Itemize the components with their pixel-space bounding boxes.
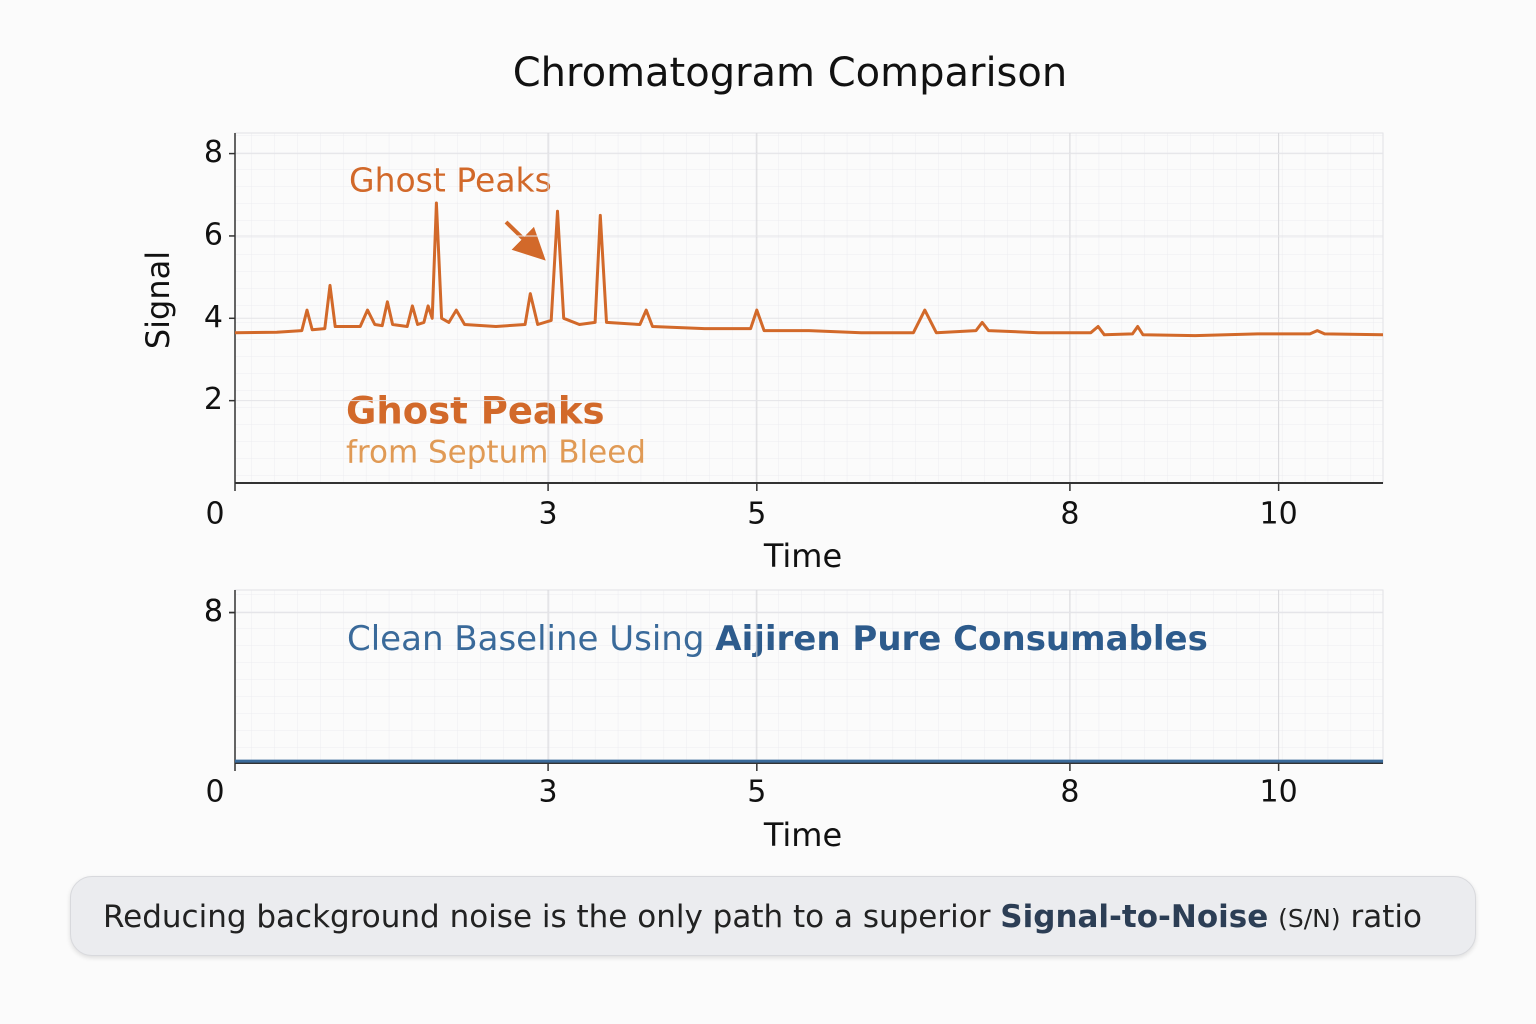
y-tick-label: 6 (204, 217, 223, 252)
footer-banner: Reducing background noise is the only pa… (70, 876, 1476, 956)
annotation: from Septum Bleed (346, 435, 646, 471)
x-tick-label: 10 (1260, 497, 1298, 532)
y-tick-label: 8 (204, 594, 223, 629)
series-line (234, 201, 1384, 338)
x-axis-label: Time (763, 816, 842, 854)
x-axis-label: Time (763, 537, 842, 575)
y-axis-label: Signal (139, 251, 177, 349)
arrow (504, 220, 546, 261)
y-tick-label: 8 (204, 594, 223, 629)
x-tick-label: 3 (539, 775, 558, 810)
y-tick-label: 8 (204, 135, 223, 170)
y-tick-label: 2 (204, 382, 223, 417)
annotation: Clean Baseline Using Aijiren Pure Consum… (347, 619, 1208, 659)
minor-grid (235, 590, 1383, 763)
x-tick-label: 3 (539, 497, 558, 532)
x-tick-label: 8 (1060, 775, 1079, 810)
x-tick-label: 8 (1060, 497, 1079, 532)
x-tick-label: 0 (205, 497, 224, 532)
footer-note: (S/N) (1278, 904, 1341, 933)
chart-title: Chromatogram Comparison (513, 50, 1067, 96)
x-tick-label: 0 (205, 775, 224, 810)
footer-end: ratio (1350, 899, 1422, 935)
x-tick-label: 5 (747, 775, 766, 810)
annotation-text: Clean Baseline Using (347, 619, 704, 659)
annotation: Ghost Peaks (346, 390, 605, 433)
x-tick-label: 10 (1260, 775, 1298, 810)
annotation-emphasis: Aijiren Pure Consumables (715, 619, 1208, 659)
y-tick-label: 4 (204, 300, 223, 335)
footer-emphasis: Signal-to-Noise (1000, 899, 1269, 935)
x-tick-label: 5 (747, 497, 766, 532)
footer-text: Reducing background noise is the only pa… (103, 899, 991, 935)
annotation: Ghost Peaks (349, 161, 552, 200)
